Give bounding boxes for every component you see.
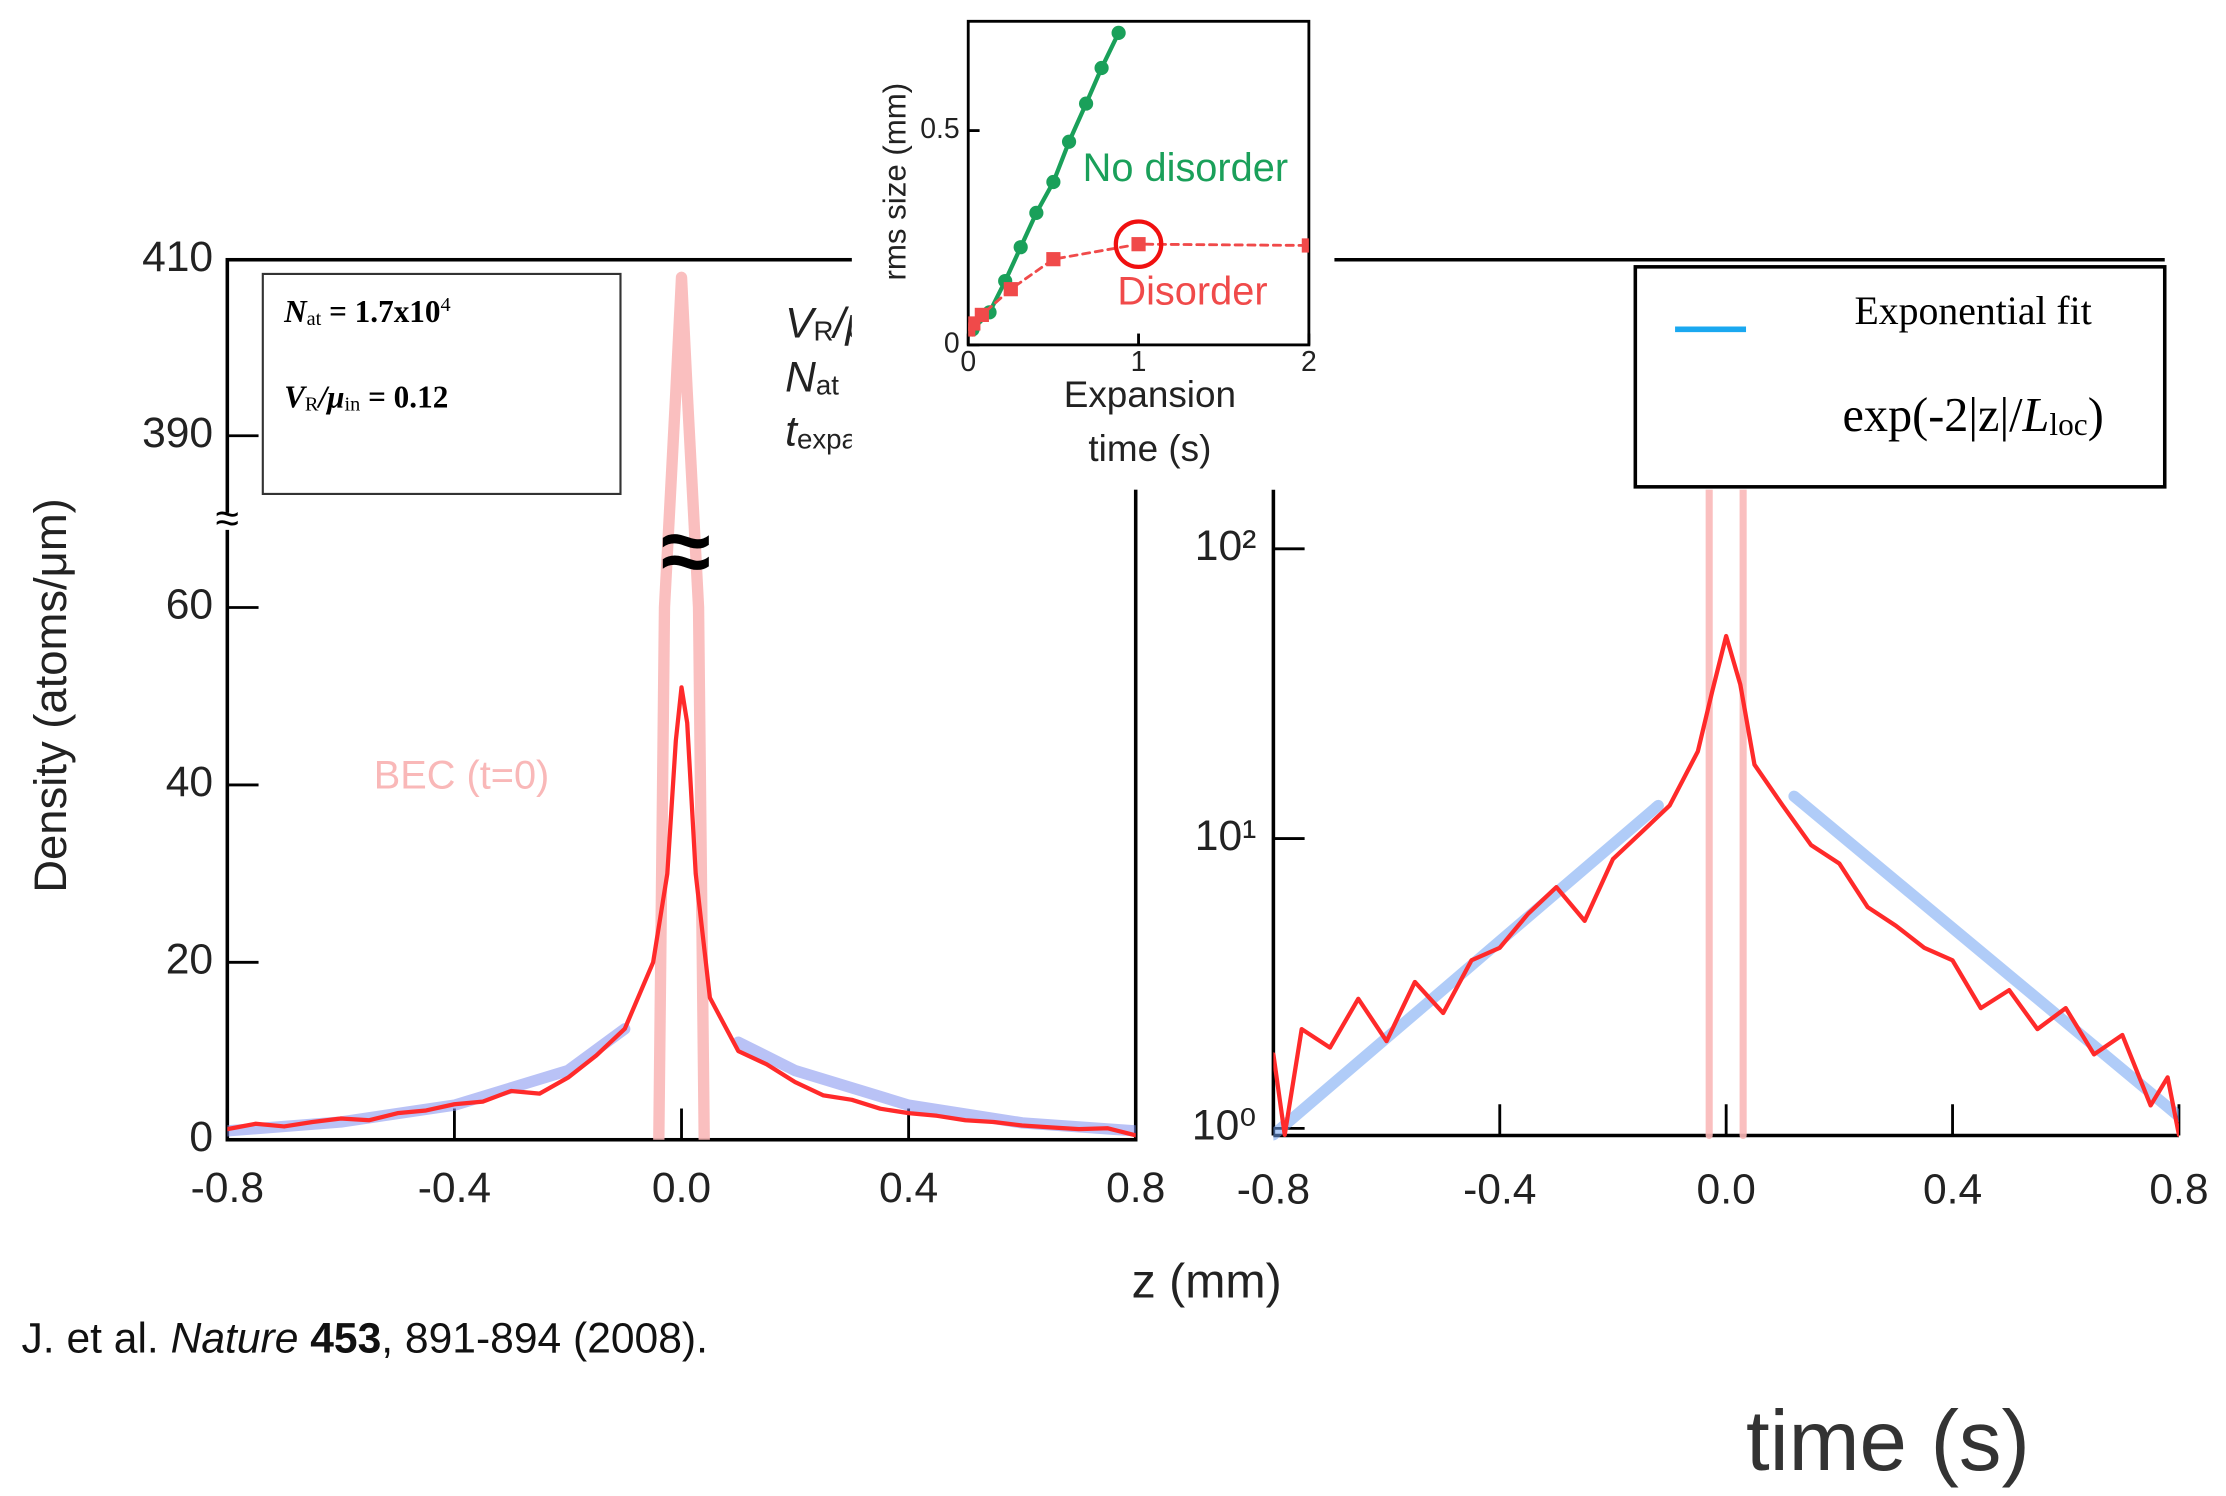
series-line — [227, 685, 1136, 1138]
citation-part: J. et al. — [22, 1315, 171, 1363]
info-text-part: 4 — [441, 294, 451, 316]
x-tick-label: 0.8 — [2149, 1166, 2208, 1214]
stray-text: time (s) — [1746, 1394, 2030, 1489]
info-text-part: = 1.7x10 — [321, 294, 440, 329]
x-axis-label: Expansion — [1064, 374, 1236, 415]
y-tick-label: 40 — [166, 758, 213, 806]
marker — [1061, 134, 1077, 149]
info-text: Nat = 1.7x104 — [283, 294, 451, 330]
citation-part: Nature — [171, 1315, 299, 1363]
legend-note-part: L — [2022, 389, 2050, 442]
info-text-part: in — [345, 393, 361, 415]
marker — [1046, 174, 1061, 190]
marker — [1131, 237, 1146, 252]
info-text-part: /μ — [316, 379, 344, 414]
plot-area — [1273, 489, 2179, 1141]
y-tick-label: 10² — [1195, 522, 1257, 570]
overlay-label-part: V — [785, 300, 817, 348]
y-tick-label: 0 — [189, 1113, 213, 1161]
y-axis-label: rms size (mm) — [878, 83, 913, 281]
info-text-part: V — [284, 379, 307, 414]
overlay-label-part: R — [814, 316, 834, 347]
x-tick-label: 0.4 — [1923, 1166, 1982, 1214]
marker — [1003, 282, 1018, 297]
x-tick-label: 0.0 — [1697, 1166, 1756, 1214]
marker — [1301, 238, 1309, 253]
plot-area — [968, 25, 1309, 337]
legend-box — [1633, 265, 2167, 489]
x-axis-label: time (s) — [1088, 428, 1211, 469]
axis-break: ≈ — [661, 501, 711, 602]
y-tick-label: 390 — [142, 409, 213, 457]
series-label: No disorder — [1083, 146, 1288, 190]
overlay-label-part: at — [816, 370, 839, 401]
overlay-label: Nat — [785, 354, 839, 402]
axis-break: ≈ — [216, 495, 239, 543]
x-axis-label: z (mm) — [1132, 1254, 1282, 1308]
overlay-label-part: expa — [797, 424, 858, 455]
series-line — [653, 271, 710, 1140]
citation: J. et al. Nature 453, 891-894 (2008). — [22, 1315, 708, 1363]
citation-part: 453 — [298, 1315, 381, 1363]
info-box — [261, 272, 622, 495]
series-line — [732, 1036, 1136, 1137]
y-tick-label: 0.5 — [920, 113, 959, 145]
series-label: BEC (t=0) — [374, 753, 550, 797]
y-tick-label: 10⁰ — [1192, 1102, 1256, 1150]
x-tick-label: -0.8 — [1237, 1166, 1310, 1214]
info-text-part: N — [283, 294, 308, 329]
x-tick-label: -0.8 — [191, 1164, 264, 1212]
x-tick-label: 1 — [1131, 346, 1147, 378]
marker — [1111, 25, 1126, 40]
marker — [1046, 252, 1061, 267]
series-line — [970, 30, 1121, 332]
series-line — [1273, 633, 2179, 1137]
info-text: VR/μin = 0.12 — [284, 379, 448, 414]
plot-area — [227, 271, 1136, 1140]
chart: 10⁰ 10¹ 10² -0.8 -0.4 0.0 0.4 0.8 z (mm) Exponent… — [1132, 257, 2209, 1308]
series-line — [1788, 790, 2179, 1123]
chart: 0 0.5 0 1 2 No disorder Disorder rms size (mm) E… — [878, 19, 1317, 469]
overlay-label-part: N — [785, 354, 816, 402]
legend-note: exp(-2|z|/Lloc) — [1842, 389, 2103, 442]
y-tick-label: 60 — [166, 581, 213, 629]
y-tick-label: 410 — [142, 233, 213, 281]
marker — [1013, 240, 1028, 255]
x-tick-label: 0.0 — [652, 1164, 711, 1212]
y-tick-label: 20 — [166, 936, 213, 984]
legend-note-part: ) — [2088, 389, 2104, 442]
marker — [1094, 60, 1109, 76]
x-tick-label: 0 — [960, 346, 976, 378]
legend-note-part: exp(-2|z|/ — [1842, 389, 2023, 442]
info-text-part: at — [307, 308, 322, 330]
marker — [1078, 96, 1094, 111]
x-tick-label: 0.8 — [1106, 1164, 1165, 1212]
plot-frame — [966, 19, 1311, 347]
y-tick-label: 10¹ — [1195, 812, 1257, 860]
marker — [974, 307, 989, 322]
x-tick-label: -0.4 — [418, 1164, 491, 1212]
y-tick-label: 0 — [944, 327, 960, 359]
highlight-ring — [1113, 219, 1164, 270]
series-label: Disorder — [1117, 269, 1267, 313]
overlay-label-part: t — [785, 408, 799, 456]
legend-label: Exponential fit — [1855, 289, 2092, 333]
citation-part: , 891-894 (2008). — [381, 1315, 708, 1363]
x-tick-label: 0.4 — [879, 1164, 938, 1212]
x-tick-label: 2 — [1301, 346, 1317, 378]
legend-note-part: loc — [2049, 407, 2087, 442]
x-tick-label: -0.4 — [1463, 1166, 1536, 1214]
overlay-label: texpa — [785, 408, 857, 456]
marker — [1029, 205, 1044, 220]
info-text-part: R — [305, 393, 319, 415]
y-axis-label: Density (atoms/μm) — [25, 498, 76, 893]
info-text-part: = 0.12 — [360, 379, 448, 414]
axis-break-gap — [218, 512, 236, 530]
